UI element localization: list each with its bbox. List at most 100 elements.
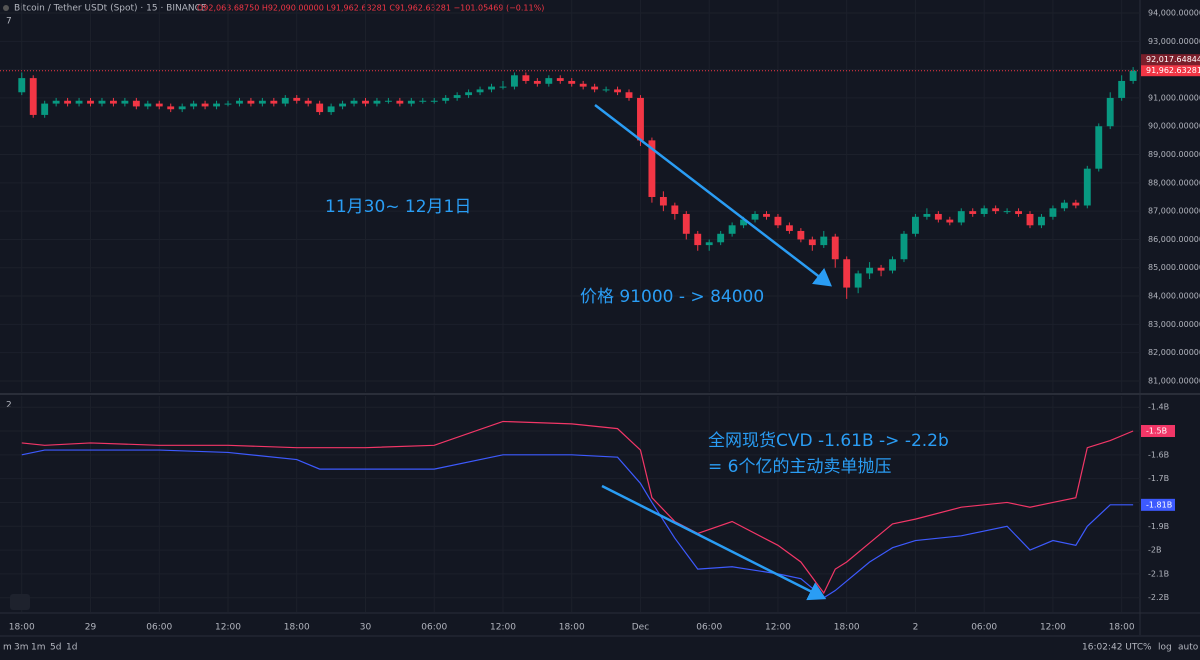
- y-tick-label: -2.1B: [1148, 569, 1169, 578]
- candle-body: [556, 78, 564, 81]
- candle-body: [155, 103, 163, 107]
- candle-body: [957, 211, 965, 223]
- candle-body: [1038, 216, 1045, 226]
- candle-body: [877, 267, 885, 271]
- candle-body: [178, 106, 186, 110]
- candle-body: [258, 100, 266, 104]
- y-tick-label: -2.2B: [1148, 593, 1169, 602]
- candle-body: [510, 75, 518, 87]
- candle-body: [637, 97, 644, 141]
- y-tick-label: -1.7B: [1148, 474, 1169, 483]
- candle-body: [109, 100, 117, 104]
- x-tick-label: 18:00: [1109, 623, 1135, 633]
- candle-body: [1003, 211, 1011, 213]
- candle-body: [75, 100, 83, 104]
- candle-body: [866, 267, 874, 274]
- y-tick-label: -1.9B: [1148, 522, 1169, 531]
- candle-body: [499, 86, 507, 88]
- y-tick-label: 83,000.00000: [1148, 320, 1200, 329]
- x-tick-label: 06:00: [696, 623, 722, 633]
- y-tick-label: 93,000.00000: [1148, 37, 1200, 46]
- candle-body: [132, 100, 140, 107]
- candle-body: [763, 213, 770, 217]
- candle-body: [41, 103, 49, 115]
- candle-body: [522, 75, 530, 81]
- y-tick-label: 86,000.00000: [1148, 235, 1200, 244]
- range-button[interactable]: 3m: [14, 643, 29, 653]
- candle-body: [350, 100, 358, 104]
- candle-body: [671, 205, 679, 214]
- candle-body: [797, 230, 805, 240]
- x-tick-label: 12:00: [490, 623, 516, 633]
- y-tick-label: -1.4B: [1148, 403, 1169, 412]
- value-label: -1.81B: [1146, 500, 1172, 509]
- candle-body: [87, 100, 94, 104]
- candle-body: [339, 103, 347, 107]
- y-tick-label: 87,000.00000: [1148, 207, 1200, 216]
- candle-body: [579, 83, 587, 87]
- candle-body: [236, 100, 243, 104]
- pane-label: 7: [6, 17, 12, 27]
- candle-body: [682, 213, 690, 234]
- candle-body: [969, 211, 977, 214]
- value-marker: [1141, 498, 1175, 511]
- candle-body: [190, 103, 198, 107]
- price-marker: [1141, 65, 1200, 77]
- candle-body: [625, 92, 633, 98]
- x-tick-label: 12:00: [215, 623, 241, 633]
- candle-body: [316, 103, 324, 113]
- scale-option[interactable]: auto: [1178, 643, 1199, 653]
- candle-body: [167, 106, 175, 110]
- candle-body: [705, 242, 713, 246]
- candle-body: [568, 80, 576, 84]
- candle-body: [430, 100, 438, 102]
- value-marker: [1141, 425, 1175, 438]
- y-tick-label: 84,000.00000: [1148, 292, 1200, 301]
- scale-option[interactable]: %: [1143, 643, 1152, 653]
- candle-body: [751, 213, 759, 220]
- cvd-line: [21, 420, 1134, 595]
- candle-body: [831, 236, 839, 260]
- annotation: 11月30~ 12月1日: [325, 197, 471, 217]
- range-button[interactable]: 5d: [50, 643, 61, 653]
- price-marker-label: 92,017.64844: [1146, 55, 1200, 64]
- candle-body: [946, 219, 954, 223]
- range-button[interactable]: 1m: [31, 643, 46, 653]
- candle-body: [1106, 97, 1114, 127]
- candle-body: [659, 196, 667, 206]
- x-tick-label: 18:00: [9, 623, 35, 633]
- candle-body: [900, 233, 908, 260]
- x-tick-label: 12:00: [765, 623, 791, 633]
- x-tick-label: 2: [913, 623, 919, 633]
- cvd-line: [21, 449, 1134, 599]
- candle-body: [453, 95, 461, 98]
- candle-body: [923, 213, 931, 217]
- y-tick-label: -2B: [1148, 546, 1161, 555]
- scale-option[interactable]: log: [1158, 643, 1172, 653]
- candle-body: [1118, 80, 1126, 98]
- candle-body: [785, 225, 793, 231]
- candle-body: [201, 103, 209, 107]
- candle-body: [591, 86, 599, 90]
- candle-body: [52, 100, 60, 104]
- candle-body: [465, 92, 473, 96]
- annotation-arrow: [594, 104, 832, 287]
- y-tick-label: 85,000.00000: [1148, 263, 1200, 272]
- candle-body: [384, 100, 392, 102]
- candle-body: [820, 236, 828, 246]
- candle-body: [476, 89, 484, 93]
- range-button[interactable]: m: [3, 643, 12, 653]
- candle-body: [728, 225, 736, 234]
- value-label: -1.5B: [1146, 427, 1167, 436]
- candle-body: [407, 100, 415, 104]
- y-tick-label: 88,000.00000: [1148, 178, 1200, 187]
- candle-body: [694, 233, 702, 246]
- y-tick-label: 82,000.00000: [1148, 348, 1200, 357]
- price-marker-label: 91,962.63281: [1146, 66, 1200, 75]
- candle-body: [1095, 126, 1103, 169]
- range-button[interactable]: 1d: [66, 643, 77, 653]
- candle-body: [442, 97, 450, 101]
- tv-logo: [10, 594, 30, 610]
- x-tick-label: 18:00: [284, 623, 310, 633]
